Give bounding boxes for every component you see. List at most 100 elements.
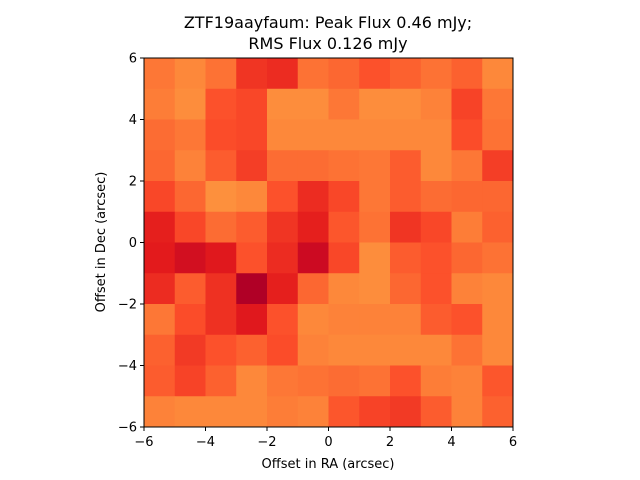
heatmap-cell xyxy=(420,396,452,428)
heatmap-cell xyxy=(236,150,268,182)
heatmap-cell xyxy=(482,365,514,397)
heatmap-cell xyxy=(390,181,422,213)
heatmap-cell xyxy=(390,211,422,243)
heatmap-cell xyxy=(297,396,329,428)
heatmap-cell xyxy=(390,273,422,305)
x-tick-label: 4 xyxy=(447,435,455,450)
heatmap-cell xyxy=(144,150,176,182)
heatmap-cell xyxy=(297,150,329,182)
plot-frame xyxy=(143,57,514,428)
heatmap-cell xyxy=(267,58,299,90)
heatmap-cell xyxy=(236,273,268,305)
heatmap-cell xyxy=(205,119,237,151)
heatmap-cell xyxy=(451,334,483,366)
heatmap-cell xyxy=(482,334,514,366)
heatmap-cell xyxy=(390,242,422,274)
heatmap-cell xyxy=(297,273,329,305)
y-tick-label: 2 xyxy=(129,175,137,190)
heatmap-cell xyxy=(236,58,268,90)
heatmap-cell xyxy=(174,88,206,120)
heatmap-cell xyxy=(390,365,422,397)
heatmap-cell xyxy=(328,150,360,182)
heatmap-cell xyxy=(359,211,391,243)
heatmap-cell xyxy=(420,304,452,336)
heatmap-cell xyxy=(205,242,237,274)
heatmap-cell xyxy=(267,88,299,120)
heatmap-cell xyxy=(236,304,268,336)
heatmap-cell xyxy=(205,365,237,397)
heatmap-cell xyxy=(451,304,483,336)
heatmap-cell xyxy=(328,304,360,336)
x-tick-label: 0 xyxy=(324,435,332,450)
heatmap-cell xyxy=(420,150,452,182)
heatmap-cell xyxy=(297,334,329,366)
heatmap-cell xyxy=(359,304,391,336)
heatmap-cell xyxy=(359,88,391,120)
heatmap-cell xyxy=(267,211,299,243)
y-axis-ticks: −6 −4 −2 0 2 4 6 xyxy=(118,52,144,436)
heatmap-cell xyxy=(390,334,422,366)
heatmap-cell xyxy=(390,58,422,90)
heatmap-cell xyxy=(144,242,176,274)
heatmap-cell xyxy=(144,181,176,213)
heatmap-cell xyxy=(236,181,268,213)
heatmap-cell xyxy=(359,58,391,90)
heatmap-cell xyxy=(174,150,206,182)
heatmap-cell xyxy=(205,334,237,366)
heatmap-cell xyxy=(174,119,206,151)
heatmap-cell xyxy=(267,365,299,397)
x-tick-label: −6 xyxy=(134,435,153,450)
heatmap-cell xyxy=(482,211,514,243)
heatmap-cell xyxy=(482,88,514,120)
heatmap-cell xyxy=(236,365,268,397)
heatmap-cell xyxy=(297,304,329,336)
heatmap-cell xyxy=(328,242,360,274)
heatmap-cell xyxy=(420,273,452,305)
heatmap-cell xyxy=(359,150,391,182)
heatmap-cell xyxy=(390,150,422,182)
heatmap-cell xyxy=(267,150,299,182)
heatmap-cell xyxy=(390,304,422,336)
heatmap-cell xyxy=(390,119,422,151)
heatmap-cell xyxy=(205,88,237,120)
x-tick-label: 6 xyxy=(509,435,517,450)
heatmap-cell xyxy=(420,211,452,243)
heatmap-cell xyxy=(205,150,237,182)
heatmap-cell xyxy=(420,242,452,274)
heatmap-cell xyxy=(297,181,329,213)
y-tick-label: −2 xyxy=(118,298,137,313)
heatmap-cell xyxy=(174,304,206,336)
heatmap-cell xyxy=(144,273,176,305)
heatmap-cell xyxy=(174,396,206,428)
heatmap-cell xyxy=(451,150,483,182)
heatmap-cell xyxy=(359,119,391,151)
x-axis-label: Offset in RA (arcsec) xyxy=(262,457,395,472)
heatmap-cell xyxy=(144,304,176,336)
heatmap-cell xyxy=(236,334,268,366)
heatmap-cell xyxy=(328,365,360,397)
heatmap-cell xyxy=(482,58,514,90)
heatmap-cell xyxy=(144,58,176,90)
heatmap-cell xyxy=(482,304,514,336)
heatmap-cell xyxy=(297,58,329,90)
heatmap-cell xyxy=(482,150,514,182)
heatmap-cell xyxy=(482,119,514,151)
x-axis-ticks: −6 −4 −2 0 2 4 6 xyxy=(134,427,517,450)
chart-title-line-1: ZTF19aayfaum: Peak Flux 0.46 mJy; xyxy=(184,13,472,32)
heatmap-cell xyxy=(328,58,360,90)
heatmap-cell xyxy=(205,181,237,213)
y-tick-label: −4 xyxy=(118,359,137,374)
heatmap-cell xyxy=(359,365,391,397)
heatmap-cell xyxy=(174,181,206,213)
heatmap-cell xyxy=(174,365,206,397)
heatmap-cell xyxy=(359,334,391,366)
heatmap-cell xyxy=(451,58,483,90)
heatmap-cell xyxy=(267,304,299,336)
heatmap-cell xyxy=(267,334,299,366)
heatmap-cell xyxy=(420,88,452,120)
heatmap-cell xyxy=(420,334,452,366)
y-tick-label: 0 xyxy=(129,236,137,251)
heatmap-cell xyxy=(297,242,329,274)
heatmap-cell xyxy=(328,88,360,120)
